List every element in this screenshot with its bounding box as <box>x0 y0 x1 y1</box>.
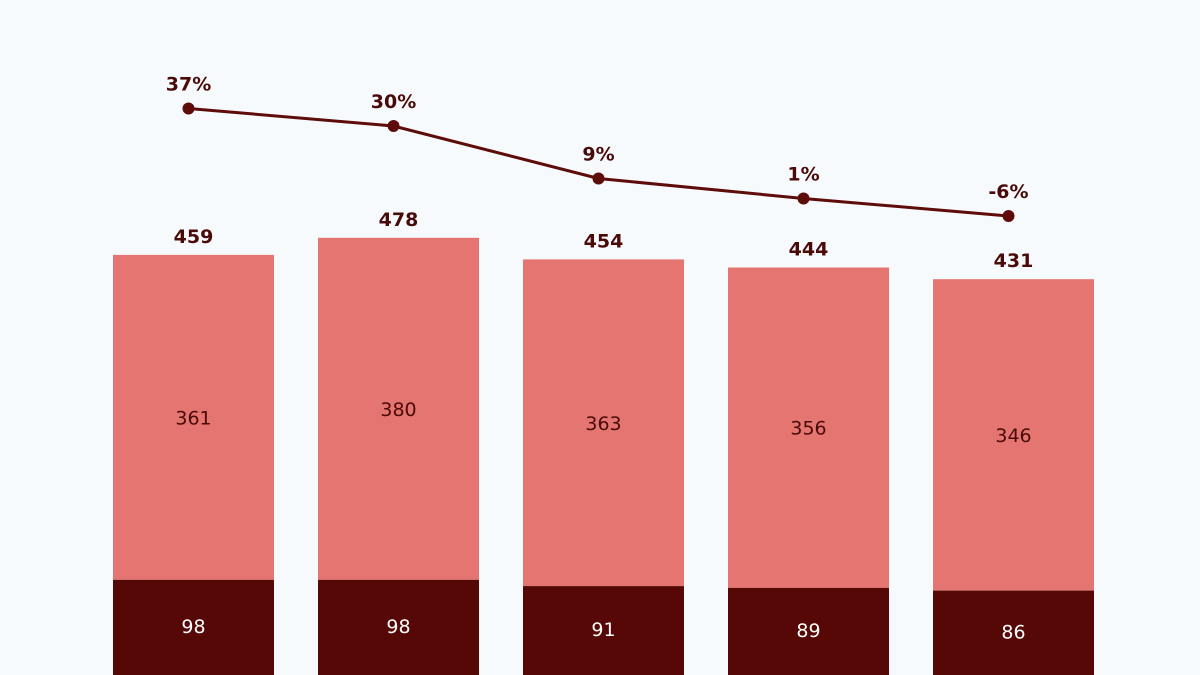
upper-segment-value-label: 356 <box>790 418 826 440</box>
bar-upper-segment <box>318 237 479 580</box>
growth-point <box>1002 210 1015 222</box>
bar-lower-segment <box>933 590 1094 675</box>
growth-point <box>387 120 400 132</box>
growth-percent-label: 30% <box>371 91 416 113</box>
bar-upper-segment <box>113 254 274 580</box>
bar-total-label: 444 <box>789 239 829 261</box>
bar-total-label: 459 <box>174 226 214 248</box>
bar-upper-segment <box>728 267 889 588</box>
lower-segment-value-label: 91 <box>591 619 615 641</box>
lower-segment-value-label: 98 <box>181 616 205 638</box>
labels-layer: 361 98 459 380 98 478 363 91 454 356 89 444 346 86 431… <box>166 74 1034 644</box>
growth-percent-label: 1% <box>787 164 819 186</box>
lower-segment-value-label: 89 <box>796 620 820 642</box>
upper-segment-value-label: 380 <box>380 399 416 421</box>
lower-segment-value-label: 98 <box>386 616 410 638</box>
upper-segment-value-label: 346 <box>995 425 1031 447</box>
bar-total-label: 431 <box>994 250 1034 272</box>
growth-point <box>592 172 605 185</box>
bar-lower-segment <box>523 586 684 675</box>
bar-lower-segment <box>728 587 889 675</box>
growth-percent-label: 37% <box>166 74 211 96</box>
bars-layer <box>113 237 1094 675</box>
growth-point <box>797 192 810 205</box>
growth-line-layer <box>182 102 1015 222</box>
bar-upper-segment <box>933 279 1094 591</box>
bar-upper-segment <box>523 259 684 587</box>
growth-percent-label: 9% <box>582 144 614 166</box>
upper-segment-value-label: 361 <box>175 407 211 429</box>
growth-percent-label: -6% <box>988 181 1028 203</box>
lower-segment-value-label: 86 <box>1001 621 1025 643</box>
bar-total-label: 478 <box>379 209 419 231</box>
bar-lower-segment <box>113 579 274 675</box>
bar-lower-segment <box>318 579 479 675</box>
growth-point <box>182 102 195 115</box>
bar-total-label: 454 <box>584 230 624 252</box>
upper-segment-value-label: 363 <box>585 413 621 435</box>
